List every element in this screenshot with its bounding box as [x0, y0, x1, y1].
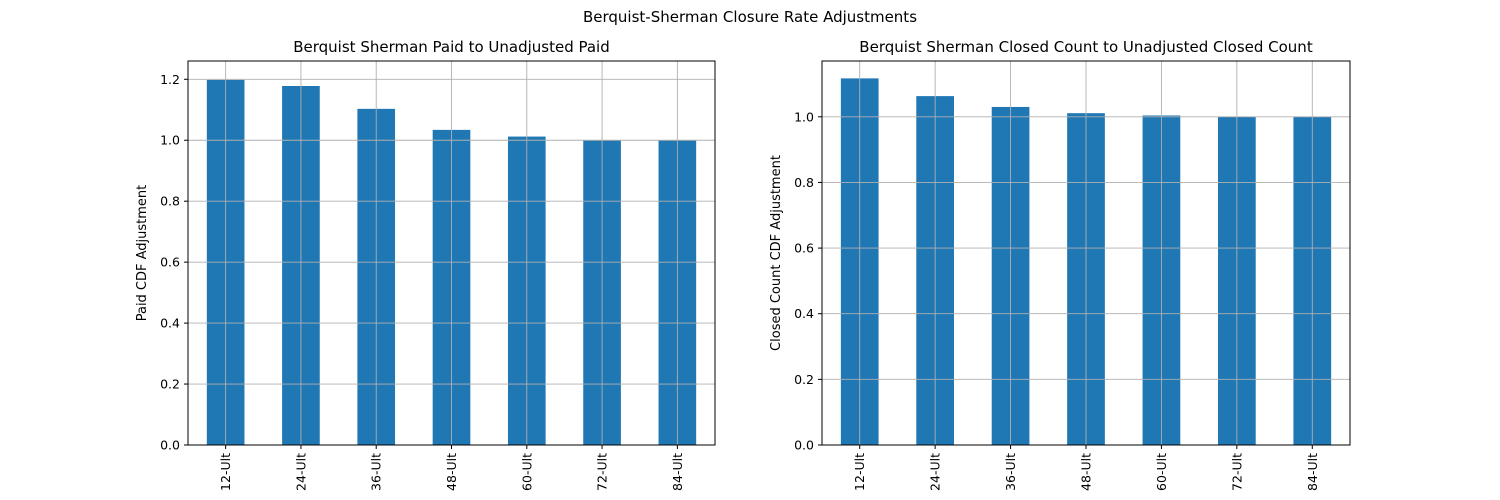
- paid-ytick-label: 0.2: [160, 377, 180, 392]
- closed-count-xtick-label: 24-Ult: [928, 453, 943, 491]
- closed-count-ytick-label: 0.2: [794, 372, 814, 387]
- paid-xtick-label: 84-Ult: [670, 453, 685, 491]
- paid-xtick-label: 36-Ult: [369, 453, 384, 491]
- paid-ytick-label: 0.0: [160, 438, 180, 453]
- closed-count-ytick-label: 0.0: [794, 438, 814, 453]
- closed-count-ytick-label: 0.8: [794, 175, 814, 190]
- paid-ytick-label: 0.6: [160, 255, 180, 270]
- paid-xtick-label: 12-Ult: [218, 453, 233, 491]
- closed-count-ytick-label: 0.4: [794, 306, 814, 321]
- paid-chart-title: Berquist Sherman Paid to Unadjusted Paid: [293, 38, 610, 56]
- closed-count-ytick-label: 1.0: [794, 109, 814, 124]
- closed-count-adjustment-chart: 0.0 0.2 0.4 0.6 0.8 1.0 12-Ult 24-Ult 36-Ult 48-U…: [769, 38, 1351, 491]
- closed-count-xtick-label: 36-Ult: [1003, 453, 1018, 491]
- closed-count-xtick-label: 72-Ult: [1229, 453, 1244, 491]
- figure-suptitle: Berquist-Sherman Closure Rate Adjustment…: [583, 8, 917, 26]
- paid-xtick-label: 24-Ult: [293, 453, 308, 491]
- paid-ylabel: Paid CDF Adjustment: [135, 185, 150, 322]
- paid-ytick-label: 1.2: [160, 72, 180, 87]
- paid-ytick-label: 0.4: [160, 316, 180, 331]
- closed-count-ylabel: Closed Count CDF Adjustment: [769, 155, 784, 351]
- paid-ytick-label: 0.8: [160, 194, 180, 209]
- closed-count-xtick-label: 48-Ult: [1079, 453, 1094, 491]
- paid-xtick-label: 48-Ult: [444, 453, 459, 491]
- paid-xtick-label: 60-Ult: [519, 453, 534, 491]
- closed-count-xtick-label: 60-Ult: [1154, 453, 1169, 491]
- closed-count-chart-title: Berquist Sherman Closed Count to Unadjus…: [859, 38, 1313, 56]
- paid-xtick-label: 72-Ult: [595, 453, 610, 491]
- closed-count-xtick-label: 84-Ult: [1305, 453, 1320, 491]
- paid-adjustment-chart: 0.0 0.2 0.4 0.6 0.8 1.0 1.2 12-Ult 24-Ult 36-Ult 4…: [135, 38, 716, 491]
- paid-ytick-label: 1.0: [160, 133, 180, 148]
- closed-count-xtick-label: 12-Ult: [852, 453, 867, 491]
- closed-count-ytick-label: 0.6: [794, 241, 814, 256]
